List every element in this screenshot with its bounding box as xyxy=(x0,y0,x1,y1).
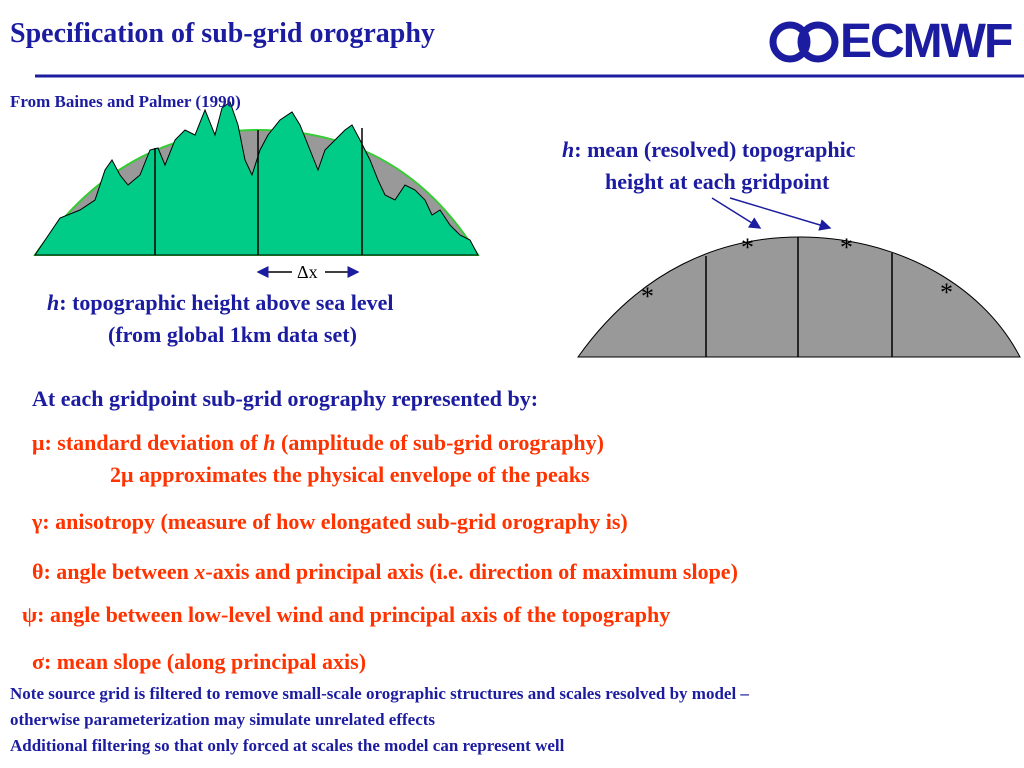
param-text: (amplitude of sub-grid orography) xyxy=(275,430,604,455)
note: Note source grid is filtered to remove s… xyxy=(10,684,749,703)
param-text: μ: standard deviation of xyxy=(32,430,264,455)
dx-label: Δx xyxy=(297,262,318,282)
marker: * xyxy=(741,233,754,262)
param: ψ: angle between low-level wind and prin… xyxy=(22,602,671,627)
symbol: h xyxy=(562,137,575,162)
title: Specification of sub-grid orography xyxy=(10,18,435,49)
source: From Baines and Palmer (1990) xyxy=(10,92,241,111)
caption-text: (from global 1km data set) xyxy=(108,322,357,347)
pointer-arrow xyxy=(711,197,762,229)
caption: h: topographic height above sea level xyxy=(47,290,394,316)
caption-text: height at each gridpoint xyxy=(605,169,830,194)
symbol: x xyxy=(194,559,206,584)
resolved-topography xyxy=(577,236,1021,358)
note: Additional filtering so that only forced… xyxy=(10,736,565,755)
grid-lines xyxy=(705,237,893,357)
param-text: -axis and principal axis (i.e. direction… xyxy=(205,559,738,584)
param: γ: anisotropy (measure of how elongated … xyxy=(32,509,628,534)
marker: * xyxy=(641,282,654,311)
orography xyxy=(34,101,479,256)
caption-text: : topographic height above sea level xyxy=(59,290,394,315)
logo: ECMWF xyxy=(840,15,1013,68)
param: μ: standard deviation of h (amplitude of… xyxy=(32,430,604,456)
param: σ: mean slope (along principal axis) xyxy=(32,649,367,674)
caption-text: : mean (resolved) topographic xyxy=(574,137,856,162)
caption: h: mean (resolved) topographic xyxy=(562,137,856,163)
intro: At each gridpoint sub-grid orography rep… xyxy=(32,386,539,411)
symbol: h xyxy=(263,430,276,455)
param-text: θ: angle between xyxy=(32,559,195,584)
param: θ: angle between x-axis and principal ax… xyxy=(32,559,738,585)
note: otherwise parameterization may simulate … xyxy=(10,710,436,729)
marker: * xyxy=(940,278,953,307)
grid-lines xyxy=(154,128,363,255)
marker: * xyxy=(840,233,853,262)
symbol: h xyxy=(47,290,60,315)
logo-rings xyxy=(769,21,839,63)
param-note: 2μ approximates the physical envelope of… xyxy=(110,462,590,487)
pointer-arrow xyxy=(729,197,832,231)
